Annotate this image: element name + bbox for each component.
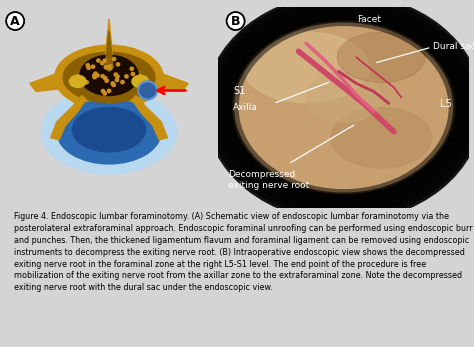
Circle shape xyxy=(91,65,95,68)
Polygon shape xyxy=(114,63,146,82)
Polygon shape xyxy=(132,95,167,140)
Circle shape xyxy=(92,74,96,77)
Circle shape xyxy=(97,59,100,62)
Text: L5: L5 xyxy=(440,99,452,109)
Circle shape xyxy=(103,92,107,95)
Ellipse shape xyxy=(132,75,149,87)
Polygon shape xyxy=(72,63,104,82)
Circle shape xyxy=(112,83,115,86)
Circle shape xyxy=(116,63,119,66)
Ellipse shape xyxy=(243,32,369,103)
Circle shape xyxy=(125,75,128,78)
Polygon shape xyxy=(30,67,73,92)
Text: S1: S1 xyxy=(233,86,246,96)
Ellipse shape xyxy=(57,100,161,164)
Circle shape xyxy=(112,58,116,61)
Circle shape xyxy=(85,81,88,84)
Polygon shape xyxy=(51,95,86,140)
Ellipse shape xyxy=(73,108,146,152)
Text: Dural sac: Dural sac xyxy=(433,42,474,51)
Text: Facet: Facet xyxy=(357,15,381,24)
Text: B: B xyxy=(231,15,240,27)
Circle shape xyxy=(130,67,134,70)
Circle shape xyxy=(121,81,124,84)
Polygon shape xyxy=(145,67,188,92)
Ellipse shape xyxy=(80,55,138,95)
Circle shape xyxy=(103,76,107,80)
Text: A: A xyxy=(10,15,20,27)
Circle shape xyxy=(105,66,109,69)
Circle shape xyxy=(138,82,157,100)
Circle shape xyxy=(104,66,108,69)
Circle shape xyxy=(96,74,99,77)
Circle shape xyxy=(101,90,105,93)
Ellipse shape xyxy=(228,15,459,200)
Ellipse shape xyxy=(331,108,431,168)
Ellipse shape xyxy=(337,32,425,83)
Circle shape xyxy=(86,64,90,67)
Ellipse shape xyxy=(306,73,382,122)
Circle shape xyxy=(100,61,104,65)
Circle shape xyxy=(93,76,96,79)
Text: Axilla: Axilla xyxy=(233,103,258,112)
Circle shape xyxy=(131,73,135,76)
Circle shape xyxy=(101,75,104,78)
Text: Figure 4. Endoscopic lumbar foraminotomy. (A) Schematic view of endoscopic lumba: Figure 4. Endoscopic lumbar foraminotomy… xyxy=(14,212,473,292)
Polygon shape xyxy=(105,31,113,71)
Circle shape xyxy=(114,73,118,76)
Circle shape xyxy=(115,78,118,82)
Ellipse shape xyxy=(41,90,177,174)
Ellipse shape xyxy=(55,45,163,110)
Polygon shape xyxy=(104,19,114,71)
Circle shape xyxy=(87,66,90,69)
Circle shape xyxy=(105,79,109,82)
Circle shape xyxy=(103,59,106,62)
Text: Decompressed
exiting nerve root: Decompressed exiting nerve root xyxy=(228,170,310,190)
Circle shape xyxy=(108,89,111,93)
Ellipse shape xyxy=(69,75,86,87)
Circle shape xyxy=(116,75,119,78)
Circle shape xyxy=(109,65,112,68)
Circle shape xyxy=(94,72,97,75)
Circle shape xyxy=(111,82,114,85)
Ellipse shape xyxy=(63,52,155,103)
Circle shape xyxy=(109,67,112,70)
